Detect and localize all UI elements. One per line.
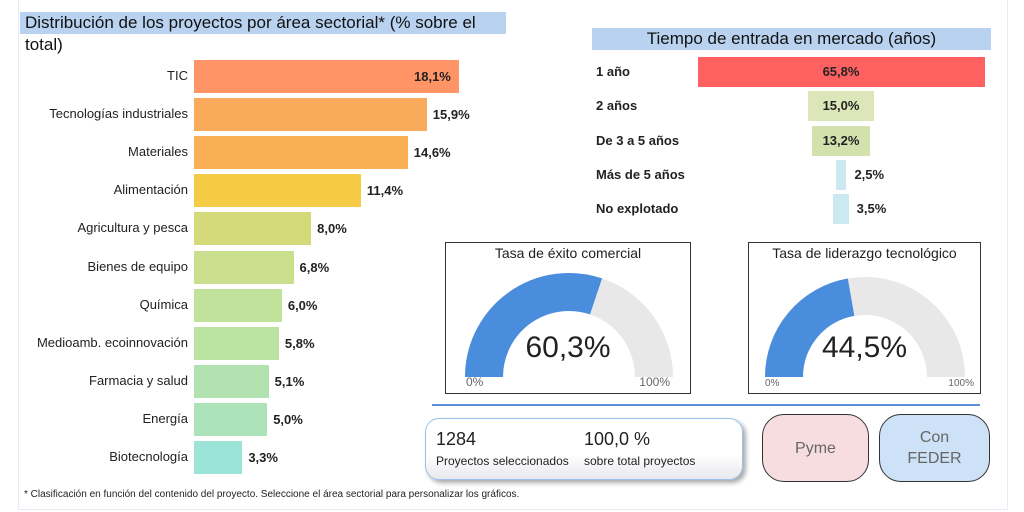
feder-button[interactable]: Con FEDER: [879, 414, 990, 482]
bar-value: 3,3%: [248, 450, 278, 465]
bar-value: 5,0%: [273, 411, 303, 427]
gauge-arc: [765, 277, 965, 378]
funnel-bar[interactable]: [812, 125, 870, 156]
bar[interactable]: [194, 174, 361, 208]
bar-label[interactable]: Tecnologías industriales: [49, 106, 188, 122]
gauge-arc: [465, 273, 673, 378]
gauge-title: Tasa de éxito comercial: [494, 245, 642, 261]
bar-label[interactable]: TIC: [167, 68, 188, 83]
funnel-value: 65,8%: [822, 64, 860, 79]
funnel-label: Más de 5 años: [596, 166, 685, 182]
bar-value: 15,9%: [432, 107, 470, 123]
gauge-max: 100%: [948, 378, 974, 389]
gauge-max: 100%: [639, 375, 670, 389]
bar-label[interactable]: Química: [139, 296, 188, 312]
divider: [432, 404, 980, 406]
funnel-bar[interactable]: [835, 159, 847, 190]
bar[interactable]: [194, 250, 294, 284]
market-chart-title: Tiempo de entrada en mercado (años): [592, 28, 991, 50]
project-pct-label: sobre total proyectos: [584, 454, 696, 468]
funnel-bar[interactable]: [697, 57, 985, 87]
funnel-label: No explotado: [596, 201, 679, 217]
pyme-button[interactable]: Pyme: [762, 414, 869, 482]
bar-label[interactable]: Agricultura y pesca: [77, 220, 188, 236]
bar-label[interactable]: Energía: [142, 410, 188, 426]
funnel-value: 3,5%: [856, 201, 887, 217]
bar-label[interactable]: Alimentación: [113, 182, 188, 198]
gauge-min: 0%: [466, 375, 484, 389]
feder-label-1: Con: [919, 429, 950, 446]
bar[interactable]: [194, 364, 269, 398]
bar[interactable]: [194, 326, 279, 360]
gauge-tech-leadership: Tasa de liderazgo tecnológico 44,5% 0% 1…: [748, 242, 981, 394]
bar[interactable]: [194, 212, 312, 246]
gauge-commercial-success: Tasa de éxito comercial 60,3% 0% 100%: [445, 242, 691, 394]
bar[interactable]: [194, 60, 459, 93]
gauge-value: 44,5%: [821, 331, 908, 364]
bar-value: 18,1%: [414, 69, 451, 84]
funnel-label: De 3 a 5 años: [596, 132, 680, 148]
bar-value: 6,0%: [287, 297, 318, 313]
funnel-bar[interactable]: [833, 194, 849, 225]
dashboard-frame: [18, 0, 1008, 510]
stats-card: 1284 Proyectos seleccionados 100,0 % sob…: [425, 418, 743, 480]
bar-label[interactable]: Biotecnología: [109, 449, 188, 464]
bar[interactable]: [194, 402, 268, 436]
gauge-value: 60,3%: [525, 331, 611, 364]
funnel-value: 2,5%: [854, 166, 885, 182]
bar[interactable]: [194, 441, 243, 474]
gauge-min: 0%: [765, 378, 780, 389]
bar-value: 5,1%: [274, 373, 305, 389]
bar-value: 8,0%: [317, 221, 347, 237]
funnel-bar[interactable]: [808, 91, 874, 122]
bar-value: 11,4%: [366, 183, 404, 199]
bar-value: 5,8%: [284, 335, 315, 351]
project-count-label: Proyectos seleccionados: [436, 454, 569, 468]
bar[interactable]: [194, 98, 427, 132]
bar-label[interactable]: Farmacia y salud: [89, 372, 188, 388]
funnel-value: 13,2%: [822, 132, 860, 148]
footnote: * Clasificación en función del contenido…: [24, 489, 520, 500]
funnel-label: 2 años: [596, 98, 638, 114]
bar-value: 6,8%: [299, 259, 330, 275]
bar-value: 14,6%: [413, 145, 451, 161]
feder-label-2: FEDER: [907, 450, 962, 467]
pyme-label: Pyme: [795, 439, 836, 457]
project-count: 1284: [436, 429, 477, 449]
bar-label[interactable]: Medioamb. ecoinnovación: [36, 334, 188, 350]
bar-label[interactable]: Materiales: [128, 144, 188, 160]
gauge-title: Tasa de liderazgo tecnológico: [772, 245, 957, 261]
sector-chart-title: Distribución de los proyectos por área s…: [20, 12, 506, 54]
funnel-value: 15,0%: [822, 98, 860, 114]
bar[interactable]: [194, 288, 282, 322]
funnel-label: 1 año: [596, 64, 630, 79]
project-pct: 100,0 %: [584, 429, 651, 449]
bar[interactable]: [194, 136, 408, 170]
bar-label[interactable]: Bienes de equipo: [87, 258, 188, 274]
